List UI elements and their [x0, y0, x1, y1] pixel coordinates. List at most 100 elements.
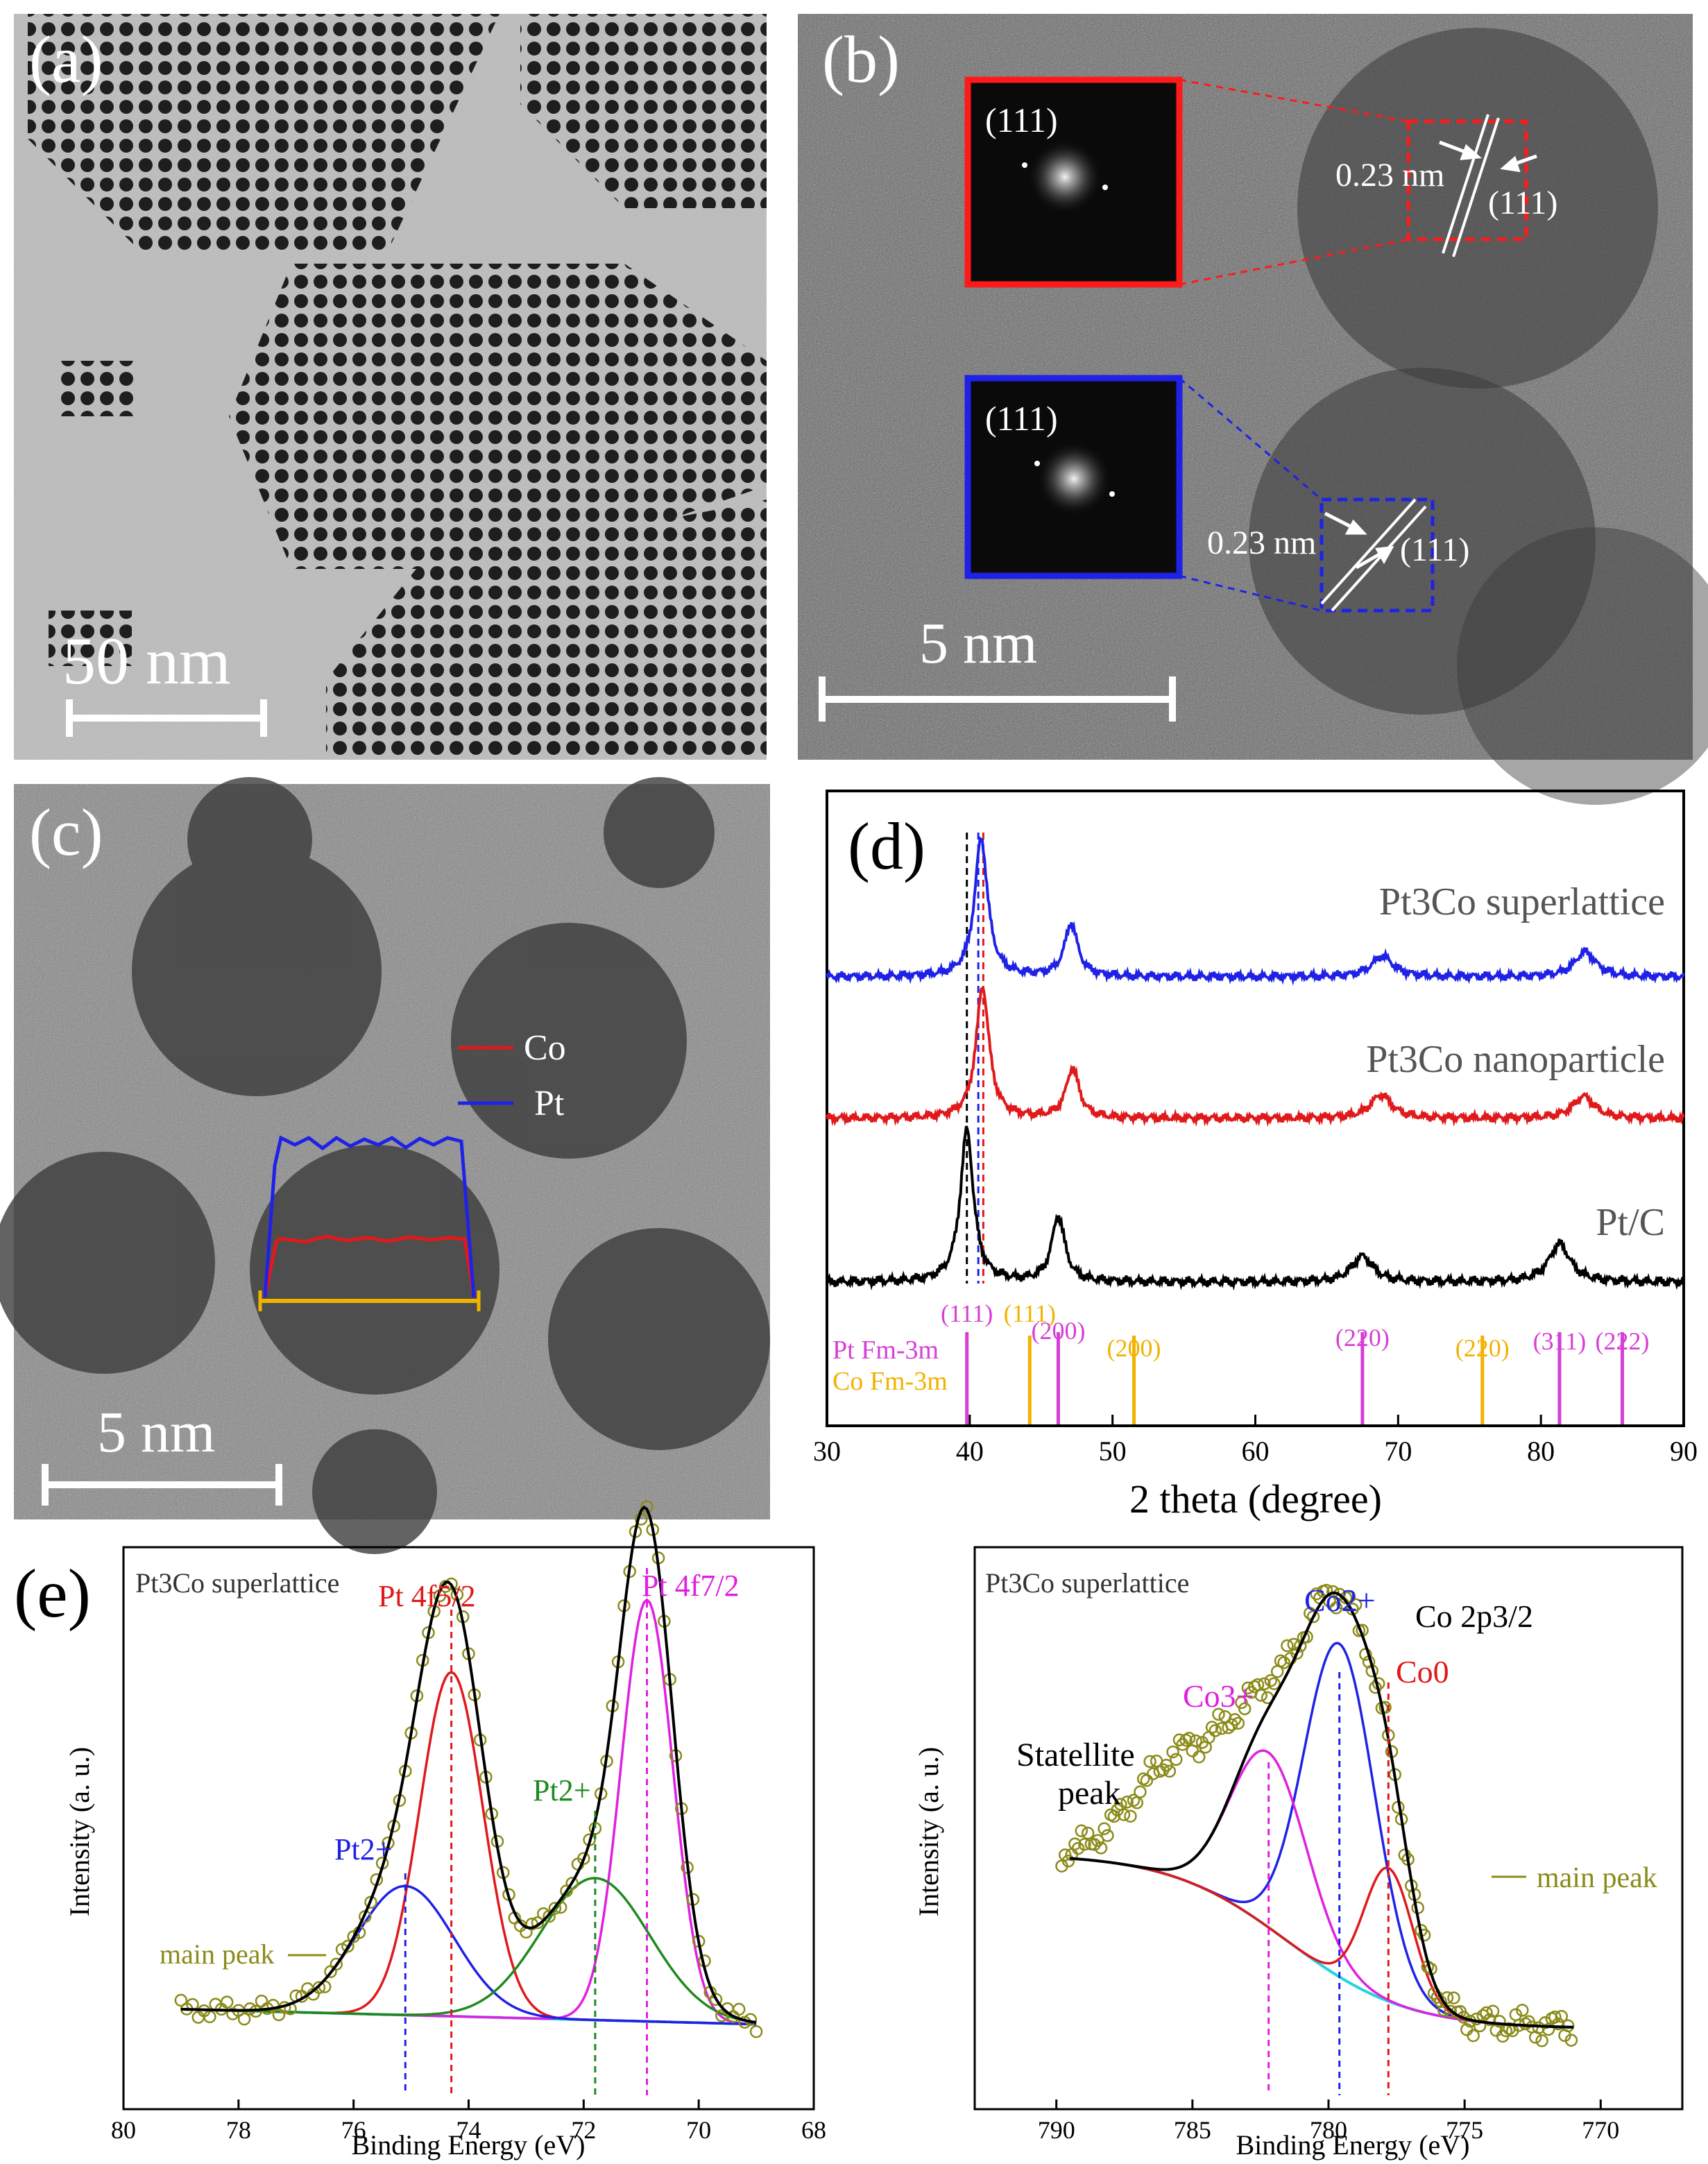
lattice-fringe-top — [1442, 114, 1500, 257]
xps-co-data-point — [1258, 1677, 1271, 1691]
xps-co-data-point — [1182, 1732, 1196, 1745]
panel-e-left: 80 78 76 74 72 70 68 Pt 4f5/2 Pt 4f7/2 Pt2+ Pt2+ (… — [14, 1500, 826, 2161]
xrd-ref-label: (111) — [1004, 1300, 1056, 1327]
series-label-ptc: Pt/C — [1596, 1201, 1665, 1244]
xps-co-data-point — [1117, 1808, 1131, 1821]
xps-pt-data-point — [312, 1981, 326, 1994]
zoom-line-bottom-1 — [1179, 377, 1322, 501]
xps-co-background — [1070, 1857, 1574, 2029]
xps-co-data-point — [1264, 1673, 1278, 1687]
plane-label-top: (111) — [1488, 185, 1557, 221]
xps-co-x-axis-label: Binding Energy (eV) — [1236, 2129, 1470, 2161]
xps-co-component-2 — [1070, 1857, 1574, 2029]
xps-co-data-point — [1277, 1656, 1290, 1669]
xps-pt-x-tick-label: 78 — [226, 2116, 251, 2144]
xps-co-data-point — [1071, 1841, 1085, 1855]
xps-pt-data-point — [330, 1957, 343, 1971]
xrd-x-tick-label: 90 — [1670, 1435, 1698, 1467]
eds-legend: Co Pt — [458, 1028, 566, 1123]
xps-co-data-point — [1551, 2017, 1565, 2031]
xps-pt-y-axis-label: Intensity (a. u.) — [64, 1747, 95, 1916]
roi-box-top — [1406, 119, 1528, 241]
xps-co-data-point — [1516, 2004, 1529, 2017]
main-peak-label-left: main peak — [160, 1939, 275, 1970]
fft-label-bottom: (111) — [985, 399, 1058, 438]
particle-bottom-b — [1249, 368, 1596, 715]
xrd-x-tick-label: 70 — [1384, 1435, 1412, 1467]
xps-pt-data-point — [237, 2012, 251, 2026]
zoom-line-top-2 — [1179, 238, 1409, 286]
xps-co-data-point — [1417, 1928, 1431, 1942]
satellite-label-2: peak — [1058, 1775, 1121, 1812]
xps-co-plot-frame — [973, 1546, 1684, 2111]
xps-pt-data-point — [577, 1852, 590, 1865]
xps-pt-x-tick-label: 68 — [801, 2116, 826, 2144]
satellite-label-1: Statellite — [1016, 1737, 1135, 1773]
xps-pt-data-point — [548, 1902, 562, 1915]
panel-a: (a) 50 nm — [14, 14, 767, 760]
plane-label-bottom: (111) — [1400, 531, 1469, 568]
xps-pt-peak-label: Pt 4f7/2 — [642, 1569, 740, 1603]
panel-d: 30 40 50 60 70 80 90(111)(200) (220) (311) (222)(… — [813, 790, 1698, 1522]
xps-co-peak-label: Co3+ — [1183, 1678, 1254, 1714]
xps-co-peak-label: Co2+ — [1304, 1583, 1376, 1618]
xps-co-data-point — [1548, 2010, 1562, 2024]
scale-bar-label-b: 5 nm — [919, 611, 1037, 676]
xrd-series-0 — [826, 835, 1685, 986]
xps-co-data-point — [1124, 1809, 1137, 1823]
xps-pt-peak-label: Pt 4f5/2 — [378, 1579, 476, 1613]
xrd-x-tick-label: 80 — [1527, 1435, 1555, 1467]
xps-pt-peak-label: Pt2+ — [334, 1832, 393, 1866]
spacing-arrows-bottom — [1324, 511, 1394, 570]
panel-c: Co Pt (c) 5 nm — [0, 777, 770, 1554]
xps-co-data-point — [1170, 1753, 1183, 1766]
xps-co-data-point — [1447, 1991, 1460, 2004]
panel-b: (111) 0.23 nm (111) (111) — [798, 14, 1708, 805]
xps-co-data-point — [1293, 1639, 1307, 1653]
xps-pt-x-axis-label: Binding Energy (eV) — [352, 2129, 586, 2161]
xps-co-data-point — [1326, 1585, 1340, 1599]
xps-co-data-point — [1306, 1610, 1320, 1624]
xps-co-x-tick-label: 785 — [1174, 2116, 1211, 2144]
xps-pt-data-point — [732, 2002, 746, 2016]
xps-pt-data-point — [531, 1916, 545, 1929]
xrd-ref-label: (222) — [1595, 1327, 1649, 1355]
eds-line-profile — [258, 1135, 481, 1311]
xps-co-peak-label: Co0 — [1396, 1654, 1449, 1689]
xps-co-data-point — [1058, 1848, 1072, 1861]
main-peak-label-right: main peak — [1537, 1862, 1657, 1894]
scale-bar-label-c: 5 nm — [97, 1400, 215, 1465]
fft-inset-bottom: (111) — [964, 375, 1183, 579]
xps-pt-data-point — [565, 1877, 579, 1890]
xps-co-data-point — [1061, 1855, 1075, 1868]
xps-co-data-point — [1193, 1750, 1206, 1764]
xps-co-data-point — [1267, 1677, 1281, 1690]
xps-pt-x-tick-label: 70 — [686, 2116, 711, 2144]
xps-co-data-point — [1163, 1764, 1177, 1778]
xps-co-data-point — [1457, 2011, 1470, 2024]
xps-pt-component-0 — [180, 1671, 757, 2026]
panel-label-e: (e) — [14, 1555, 91, 1632]
spacing-label-bottom: 0.23 nm — [1207, 525, 1316, 561]
xps-co-data-point — [1107, 1809, 1121, 1823]
panel-label-a: (a) — [29, 22, 103, 96]
xrd-ref-label: (220) — [1335, 1324, 1390, 1352]
xps-co-data-point — [1091, 1834, 1104, 1848]
xps-co-data-point — [1101, 1829, 1114, 1842]
xps-pt-data-point — [341, 1939, 355, 1953]
xps-co-data-point — [1140, 1773, 1154, 1787]
xps-pt-x-tick-label: 74 — [456, 2116, 481, 2144]
particle-corner-b — [1457, 527, 1708, 805]
xps-co-data-point — [1254, 1689, 1267, 1702]
xps-co-data-point — [1539, 2016, 1552, 2029]
xps-co-data-point — [1209, 1724, 1222, 1737]
particle-top-b — [1297, 28, 1658, 389]
scale-bar-a — [66, 699, 267, 737]
xps-co-data-point — [1078, 1837, 1091, 1851]
xps-co-x-tick-label: 775 — [1446, 2116, 1483, 2144]
xps-co-x-tick-label: 780 — [1310, 2116, 1347, 2144]
xps-pt-data-point — [220, 1995, 234, 2009]
xps-co-data-point — [1120, 1796, 1134, 1809]
panel-e-right: 790 785 780 775 770 Co2+ Co3+ Co0 Pt3Co superla… — [913, 1546, 1684, 2161]
xps-co-data-point — [1238, 1702, 1252, 1716]
